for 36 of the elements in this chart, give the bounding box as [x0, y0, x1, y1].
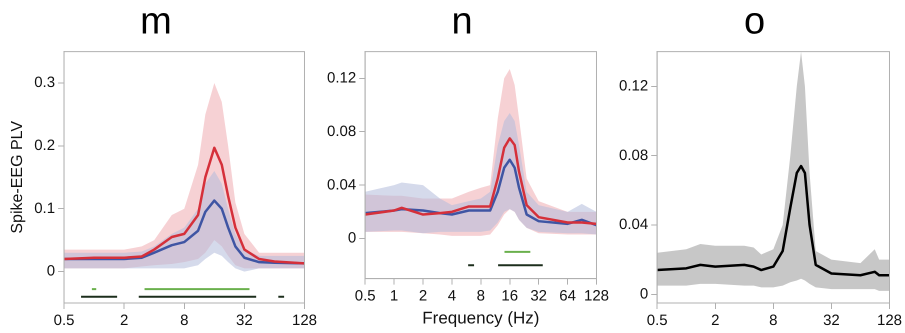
x-tick-label: 0.5	[54, 312, 74, 330]
y-tick-label: 0.04	[326, 176, 356, 194]
chart-title: m	[140, 0, 172, 42]
y-tick-label: 0.1	[34, 200, 56, 217]
chart-title: o	[744, 0, 766, 42]
y-tick-label: 0.3	[34, 74, 56, 92]
x-tick-label: 8	[476, 288, 486, 305]
chart-title: n	[451, 0, 473, 42]
x-tick-label: 32	[236, 312, 253, 330]
x-tick-label: 2	[418, 288, 428, 305]
y-tick-label: 0	[640, 285, 648, 302]
x-tick-label: 0.5	[646, 312, 668, 330]
x-tick-label: 2	[711, 312, 720, 330]
y-axis-title: Spike-EEG PLV	[9, 120, 26, 234]
y-tick-label: 0.04	[618, 216, 648, 234]
y-tick-label: 0	[348, 230, 356, 247]
x-tick-label: 32	[530, 288, 548, 305]
y-tick-label: 0.08	[618, 146, 648, 164]
x-tick-label: 8	[769, 312, 778, 330]
y-tick-label: 0	[46, 262, 56, 280]
y-tick-label: 0.12	[326, 69, 356, 86]
x-tick-label: 128	[292, 312, 317, 330]
x-tick-label: 64	[559, 288, 576, 305]
x-tick-label: 32	[823, 312, 840, 330]
x-tick-label: 1	[390, 288, 398, 305]
x-tick-label: 0.5	[354, 288, 376, 305]
x-tick-label: 128	[584, 288, 609, 305]
x-tick-label: 128	[876, 312, 902, 330]
y-tick-label: 0.12	[618, 77, 648, 94]
y-tick-label: 0.2	[34, 137, 56, 154]
y-tick-label: 0.08	[326, 122, 356, 140]
x-tick-label: 4	[448, 288, 456, 305]
x-axis-title: Frequency (Hz)	[422, 308, 540, 328]
x-tick-label: 16	[501, 288, 518, 305]
x-tick-label: 8	[180, 312, 188, 330]
x-tick-label: 2	[120, 312, 128, 330]
